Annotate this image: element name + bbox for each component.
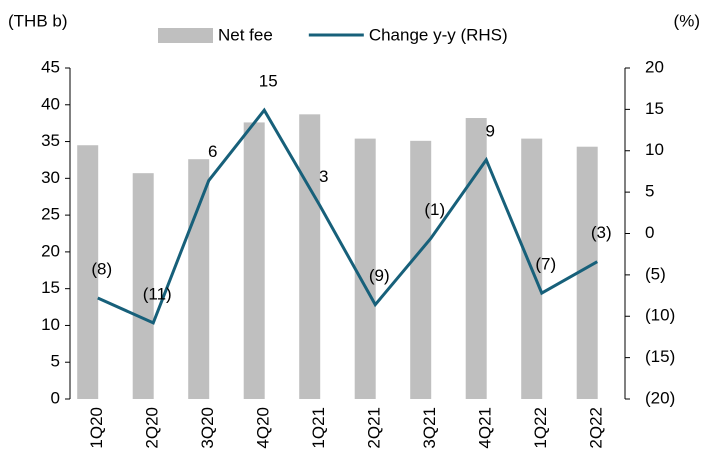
y-tick-label: 40	[41, 94, 60, 113]
y-tick-label: 20	[41, 241, 60, 260]
data-label: (9)	[369, 266, 390, 285]
bar	[243, 122, 265, 399]
bar	[576, 146, 598, 399]
legend-swatch	[158, 28, 213, 43]
data-label: (1)	[424, 200, 445, 219]
y-tick-label: 0	[51, 388, 60, 407]
data-label: (11)	[143, 284, 172, 303]
line	[97, 107, 598, 325]
y2-tick-label: 5	[645, 182, 654, 201]
y2-tick-label: (15)	[645, 347, 675, 366]
x-tick-label: 4Q20	[254, 407, 273, 449]
x-tick-label: 1Q22	[531, 407, 550, 449]
y-tick-label: 45	[41, 57, 60, 76]
y2-tick-label: 15	[645, 99, 664, 118]
x-tick-label: 3Q21	[420, 407, 439, 449]
legend-label: Change y-y (RHS)	[369, 25, 508, 44]
y-axis-label: (THB b)	[8, 11, 68, 30]
bar	[188, 159, 210, 399]
y-tick-label: 5	[51, 352, 60, 371]
bar	[410, 140, 432, 399]
y2-tick-label: (5)	[645, 264, 666, 283]
data-label: 3	[319, 167, 328, 186]
data-label: (7)	[535, 255, 556, 274]
x-tick-label: 1Q21	[309, 407, 328, 449]
bar	[354, 138, 376, 399]
legend-label: Net fee	[218, 25, 273, 44]
x-tick-label: 2Q20	[143, 407, 162, 449]
data-label: 9	[486, 121, 495, 140]
y-tick-label: 15	[41, 278, 60, 297]
data-label: (3)	[591, 223, 612, 242]
y2-tick-label: (20)	[645, 388, 675, 407]
data-label: 6	[208, 142, 217, 161]
data-label: 15	[259, 72, 278, 91]
y-tick-label: 10	[41, 315, 60, 334]
bar	[77, 145, 99, 399]
bar	[299, 114, 321, 399]
y2-tick-label: 0	[645, 223, 654, 242]
bar	[465, 118, 487, 400]
x-tick-label: 3Q20	[198, 407, 217, 449]
x-tick-label: 2Q21	[365, 407, 384, 449]
y-tick-label: 25	[41, 205, 60, 224]
x-tick-label: 4Q21	[476, 407, 495, 449]
data-label: (8)	[91, 260, 112, 279]
y2-axis-label: (%)	[674, 11, 700, 30]
bar	[132, 173, 154, 399]
x-tick-label: 2Q22	[587, 407, 606, 449]
y-tick-label: 35	[41, 131, 60, 150]
y2-tick-label: (10)	[645, 306, 675, 325]
y-tick-label: 30	[41, 168, 60, 187]
y2-tick-label: 20	[645, 57, 664, 76]
y2-tick-label: 10	[645, 140, 664, 159]
x-tick-label: 1Q20	[87, 407, 106, 449]
